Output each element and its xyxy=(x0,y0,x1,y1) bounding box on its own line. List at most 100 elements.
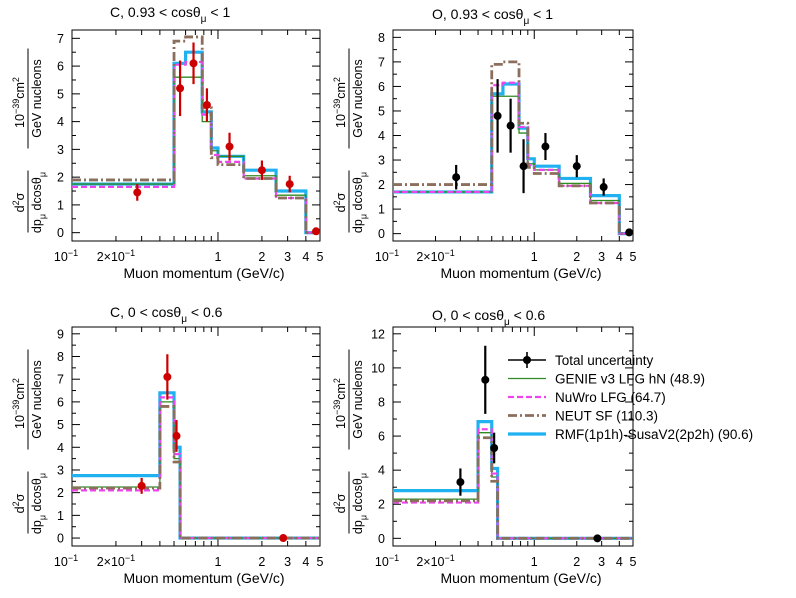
y-tick-label: 2 xyxy=(378,178,385,192)
y-tick-label: 4 xyxy=(57,441,64,455)
y-tick-label: 1 xyxy=(57,509,64,523)
series-rmf-line xyxy=(72,50,320,235)
y-tick-label: 1 xyxy=(378,203,385,217)
x-axis-label: Muon momentum (GeV/c) xyxy=(440,265,601,281)
x-tick-label: 2×10−1 xyxy=(97,553,135,569)
series-genie-line xyxy=(393,432,633,539)
legend-label: RMF(1p1h)-SusaV2(2p2h) (90.6) xyxy=(555,427,753,442)
series-group xyxy=(393,60,633,236)
y-tick-label: 4 xyxy=(378,464,385,478)
x-tick-label: 5 xyxy=(317,250,324,264)
y-tick-label: 7 xyxy=(57,373,64,387)
x-tick-label: 1 xyxy=(214,250,221,264)
y-tick-label: 5 xyxy=(378,104,385,118)
series-genie-line xyxy=(72,76,320,234)
data-point xyxy=(456,478,465,487)
x-tick-label: 2 xyxy=(258,250,265,264)
y-tick-label: 3 xyxy=(378,154,385,168)
y-tick-label: 10 xyxy=(371,361,385,375)
data-point xyxy=(625,228,634,237)
data-point xyxy=(279,534,288,543)
y-tick-label: 0 xyxy=(378,532,385,546)
data-point xyxy=(189,59,198,68)
y-tick-label: 2 xyxy=(378,498,385,512)
x-tick-label: 5 xyxy=(630,250,637,264)
x-tick-label: 10−1 xyxy=(375,248,399,264)
x-tick-label: 3 xyxy=(598,555,605,569)
y-tick-label: 6 xyxy=(57,395,64,409)
x-tick-label: 2 xyxy=(573,250,580,264)
legend-marker xyxy=(523,356,531,364)
data-point xyxy=(225,142,234,151)
x-tick-label: 4 xyxy=(616,250,623,264)
panel-title: C, 0 < cosθμ < 0.6 xyxy=(110,304,223,325)
x-tick-label: 5 xyxy=(317,555,324,569)
y-tick-label: 5 xyxy=(57,87,64,101)
y-label-units-numerator: 10−39cm2 xyxy=(11,378,27,429)
x-tick-label: 5 xyxy=(630,555,637,569)
series-genie-line xyxy=(393,95,633,235)
data-point xyxy=(285,180,294,189)
legend-label: GENIE v3 LFG hN (48.9) xyxy=(555,372,705,387)
x-tick-label: 3 xyxy=(598,250,605,264)
data-point xyxy=(163,372,172,381)
series-neut-line xyxy=(393,60,633,236)
y-label-units-denominator: GeV nucleons xyxy=(30,59,44,138)
x-tick-label: 1 xyxy=(531,250,538,264)
series-neut-line xyxy=(72,405,320,540)
plot-frame xyxy=(71,326,321,547)
data-point xyxy=(506,121,515,130)
y-label-units-denominator: GeV nucleons xyxy=(351,360,365,439)
y-label-numerator: d2σ xyxy=(11,192,27,212)
panel-title: C, 0.93 < cosθμ < 1 xyxy=(110,4,230,25)
x-tick-label: 2×10−1 xyxy=(416,553,454,569)
data-point xyxy=(599,183,608,192)
y-label-numerator: d2σ xyxy=(11,493,27,513)
y-tick-label: 0 xyxy=(378,227,385,241)
series-genie-line xyxy=(72,401,320,539)
y-tick-label: 6 xyxy=(57,60,64,74)
x-axis-label: Muon momentum (GeV/c) xyxy=(123,265,284,281)
x-tick-label: 2 xyxy=(573,555,580,569)
y-label-numerator: d2σ xyxy=(332,493,348,513)
y-tick-label: 5 xyxy=(57,418,64,432)
data-point xyxy=(172,431,181,440)
x-tick-label: 1 xyxy=(214,555,221,569)
series-rmf-line xyxy=(72,391,320,540)
series-nuwro-line xyxy=(393,81,633,235)
y-label-units-numerator: 10−39cm2 xyxy=(11,77,27,128)
y-tick-label: 8 xyxy=(378,31,385,45)
data-point xyxy=(572,162,581,171)
legend-label: NuWro LFG (64.7) xyxy=(555,390,666,405)
y-tick-label: 2 xyxy=(57,486,64,500)
panel-title: O, 0 < cosθμ < 0.6 xyxy=(432,307,545,328)
data-point xyxy=(593,534,602,543)
x-tick-label: 4 xyxy=(302,250,309,264)
series-group xyxy=(72,391,320,540)
x-tick-label: 4 xyxy=(302,555,309,569)
y-label-denominator: dpμ dcosθμ xyxy=(30,473,47,534)
x-tick-label: 3 xyxy=(284,555,291,569)
panel-title: O, 0.93 < cosθμ < 1 xyxy=(432,6,553,27)
y-tick-label: 1 xyxy=(57,198,64,212)
y-tick-label: 0 xyxy=(57,532,64,546)
data-point xyxy=(493,111,502,120)
legend-label: Total uncertainty xyxy=(555,353,654,368)
y-tick-label: 2 xyxy=(57,171,64,185)
x-tick-label: 10−1 xyxy=(54,248,78,264)
y-tick-label: 0 xyxy=(57,226,64,240)
series-nuwro-line xyxy=(72,396,320,540)
y-label-units-numerator: 10−39cm2 xyxy=(332,77,348,128)
data-point xyxy=(202,100,211,109)
y-tick-label: 7 xyxy=(378,55,385,69)
series-nuwro-line xyxy=(393,428,633,540)
y-label-units-denominator: GeV nucleons xyxy=(30,360,44,439)
x-tick-label: 2×10−1 xyxy=(416,248,454,264)
x-tick-label: 10−1 xyxy=(54,553,78,569)
x-tick-label: 1 xyxy=(531,555,538,569)
